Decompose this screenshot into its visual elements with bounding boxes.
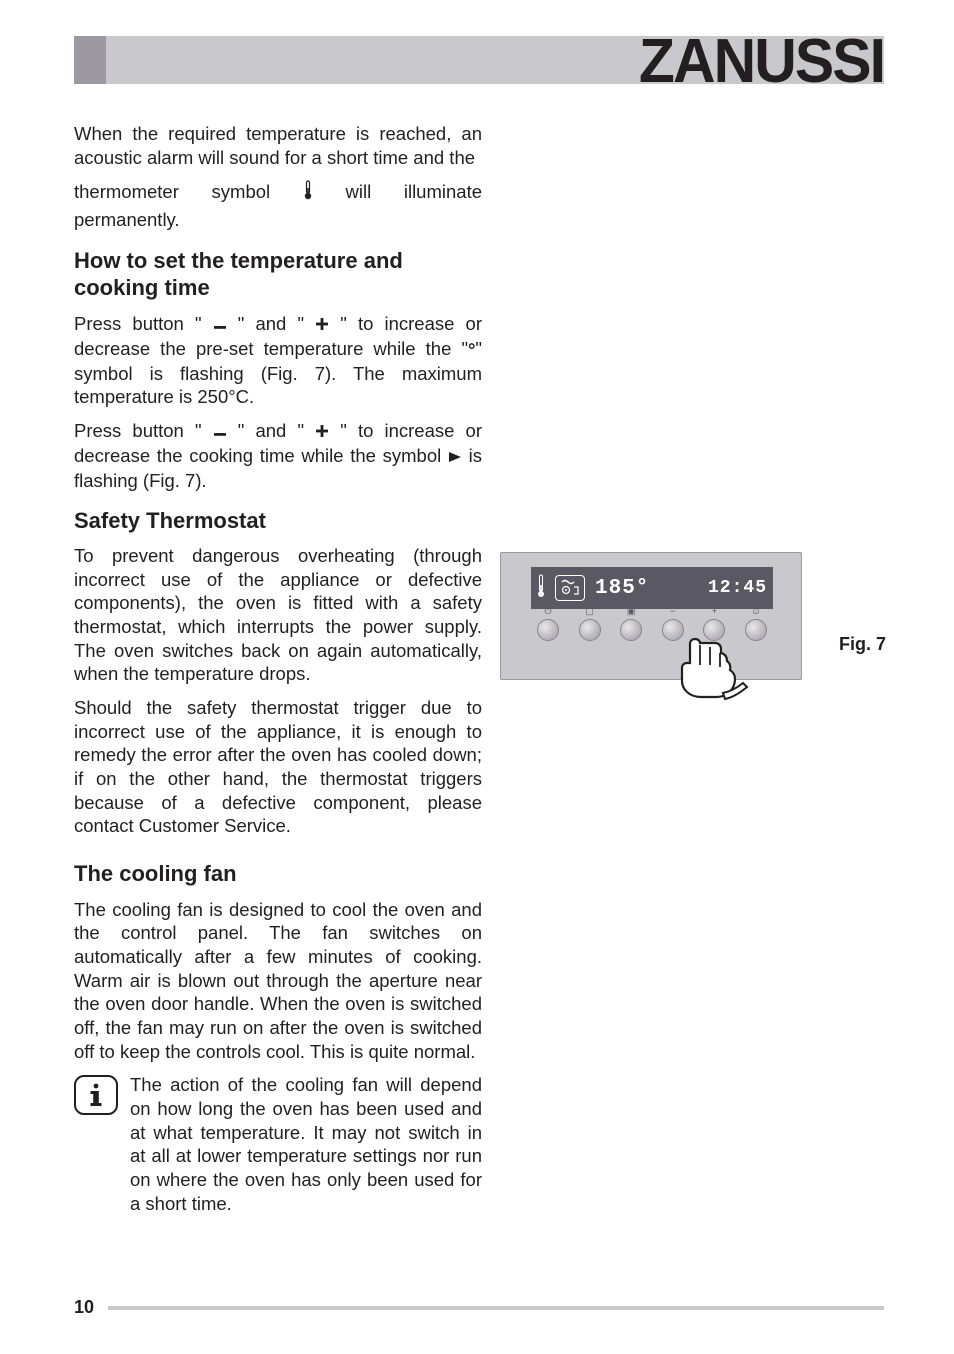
txt: Press button "	[74, 313, 213, 334]
txt: Press button "	[74, 420, 213, 441]
oven-control-panel: 185° 12:45 ⏻ ▢ ▣ − + ⏱	[500, 552, 802, 680]
lbl: ⏱	[752, 606, 759, 617]
sec2-p2: Should the safety thermostat trigger due…	[74, 696, 482, 838]
hand-pointer-icon	[677, 637, 749, 706]
sec1-p1: Press button " " and " " to increase or …	[74, 312, 482, 409]
intro-p2: thermometer symbol will illuminate perma…	[74, 179, 482, 232]
lbl: +	[712, 606, 717, 616]
intro-p2a: thermometer symbol	[74, 181, 303, 202]
heading-cooling-fan: The cooling fan	[74, 860, 482, 888]
plus-icon	[315, 420, 329, 444]
txt: " and "	[227, 420, 315, 441]
info-text: The action of the cooling fan will depen…	[130, 1073, 482, 1215]
sec3-p1: The cooling fan is designed to cool the …	[74, 898, 482, 1064]
minus-icon	[213, 313, 227, 337]
brand-logo: ZANUSSI	[639, 26, 884, 97]
sec1-p2: Press button " " and " " to increase or …	[74, 419, 482, 493]
lbl: ⏻	[544, 606, 551, 617]
info-icon	[74, 1075, 118, 1115]
sec2-p1: To prevent dangerous overheating (throug…	[74, 544, 482, 686]
header-tab	[74, 36, 106, 84]
thermometer-icon	[303, 180, 313, 207]
oven-btn-mode2[interactable]: ▣	[620, 619, 642, 641]
figure-7: 185° 12:45 ⏻ ▢ ▣ − + ⏱ Fig. 7	[500, 552, 884, 680]
oven-lcd: 185° 12:45	[531, 567, 773, 609]
oven-btn-power[interactable]: ⏻	[537, 619, 559, 641]
triangle-right-icon	[448, 445, 462, 469]
lcd-temperature: 185°	[595, 577, 649, 600]
txt: " and "	[227, 313, 315, 334]
minus-icon	[213, 420, 227, 444]
heading-safety-thermostat: Safety Thermostat	[74, 507, 482, 535]
lbl: ▣	[627, 606, 636, 617]
oven-btn-mode1[interactable]: ▢	[579, 619, 601, 641]
main-column: When the required temperature is reached…	[74, 122, 482, 1215]
plus-icon	[315, 313, 329, 337]
lbl: −	[670, 606, 675, 616]
lcd-mode-icon	[555, 575, 585, 601]
lbl: ▢	[585, 606, 594, 617]
lcd-time: 12:45	[708, 578, 767, 598]
intro-p1: When the required temperature is reached…	[74, 122, 482, 169]
heading-temp-time: How to set the temperature and cooking t…	[74, 247, 482, 302]
page-number: 10	[74, 1297, 94, 1318]
footer-rule	[108, 1306, 884, 1310]
lcd-thermometer-icon	[537, 573, 545, 604]
info-callout: The action of the cooling fan will depen…	[74, 1073, 482, 1215]
figure-label: Fig. 7	[839, 634, 886, 655]
